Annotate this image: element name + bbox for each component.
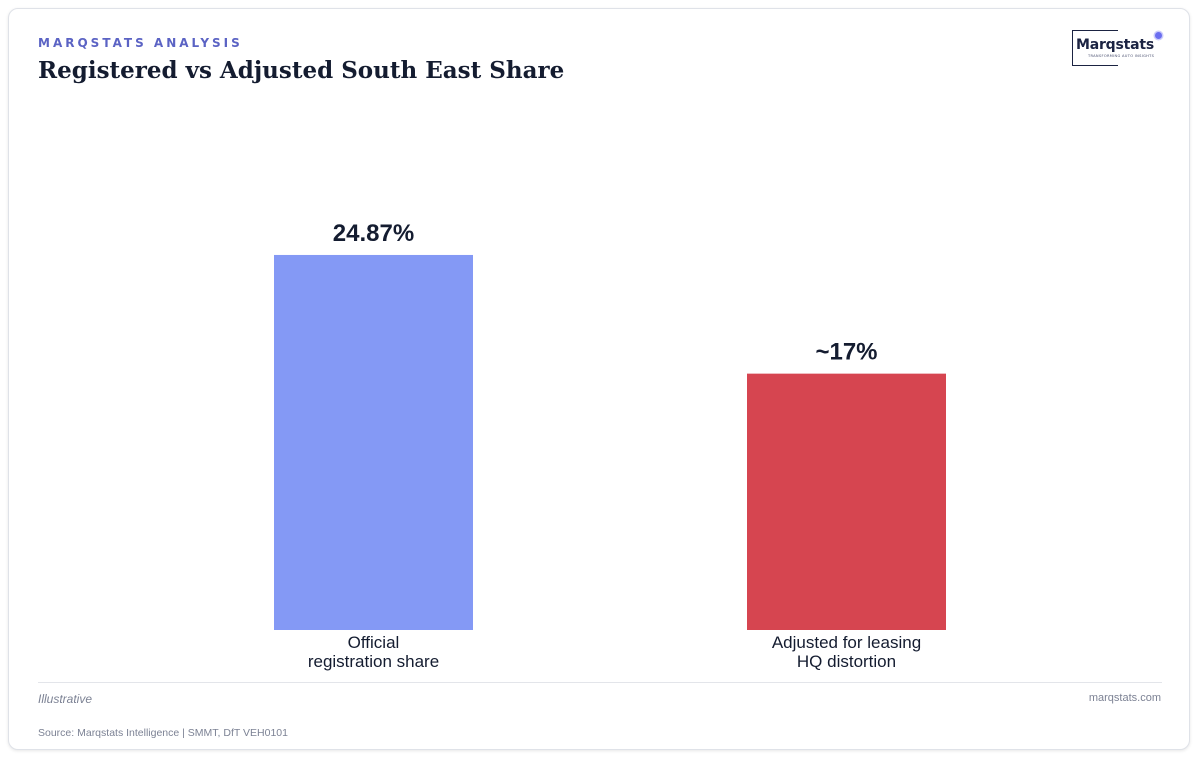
bar-value-label-1: 24.87% — [333, 220, 414, 247]
logo-frame — [1072, 30, 1118, 66]
category-label-2-line-2: HQ distortion — [797, 652, 896, 671]
logo-wordmark: Marqstats — [1076, 37, 1155, 53]
bar-value-label-2: ~17% — [815, 339, 877, 366]
bar-2 — [747, 373, 946, 630]
category-label-1-line-2: registration share — [308, 652, 439, 671]
category-label-1-line-1: Official — [348, 633, 400, 652]
logo-tagline: TRANSFORMING AUTO INSIGHTS — [1088, 54, 1155, 58]
logo-dot-icon — [1155, 32, 1162, 39]
footer-divider — [38, 682, 1162, 683]
chart-card — [8, 8, 1190, 750]
chart-title: Registered vs Adjusted South East Share — [38, 57, 565, 84]
kicker-label: MARQSTATS ANALYSIS — [38, 36, 243, 50]
marqstats-logo: Marqstats TRANSFORMING AUTO INSIGHTS — [1072, 30, 1164, 70]
bar-1 — [274, 254, 473, 631]
footer-note: Illustrative — [38, 692, 93, 706]
footer-site-link[interactable]: marqstats.com — [1088, 692, 1161, 704]
category-label-2-line-1: Adjusted for leasing — [772, 633, 921, 652]
source-note: Source: Marqstats Intelligence | SMMT, D… — [38, 727, 288, 739]
